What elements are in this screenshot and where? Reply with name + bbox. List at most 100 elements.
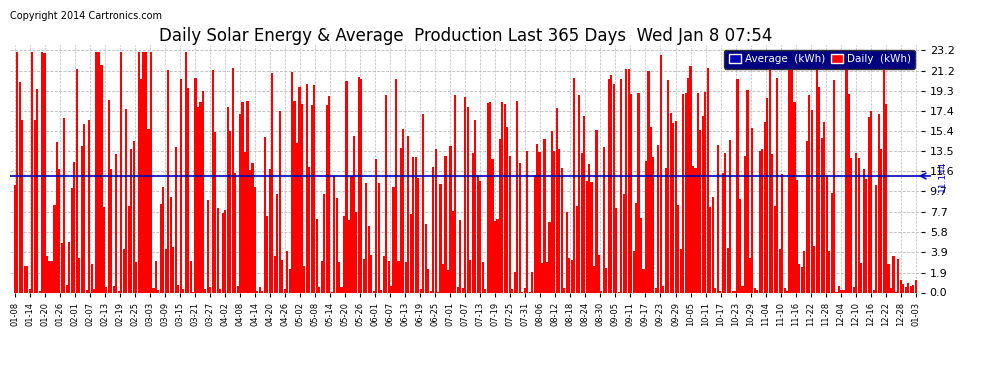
Bar bbox=[360, 79, 362, 292]
Bar bbox=[49, 261, 50, 292]
Bar bbox=[590, 182, 593, 292]
Bar bbox=[88, 120, 90, 292]
Bar bbox=[189, 261, 192, 292]
Bar bbox=[350, 177, 352, 292]
Bar bbox=[395, 80, 397, 292]
Bar bbox=[60, 243, 63, 292]
Bar bbox=[583, 116, 585, 292]
Bar bbox=[276, 194, 278, 292]
Bar bbox=[154, 261, 157, 292]
Bar bbox=[511, 289, 514, 292]
Bar bbox=[110, 169, 113, 292]
Bar bbox=[847, 93, 850, 292]
Bar bbox=[70, 188, 73, 292]
Bar bbox=[662, 286, 664, 292]
Bar bbox=[152, 288, 154, 292]
Bar bbox=[73, 162, 75, 292]
Bar bbox=[704, 92, 707, 292]
Bar bbox=[207, 200, 209, 292]
Bar bbox=[826, 175, 828, 292]
Bar bbox=[743, 156, 746, 292]
Bar bbox=[239, 114, 242, 292]
Bar bbox=[301, 104, 303, 292]
Bar bbox=[164, 249, 167, 292]
Bar bbox=[722, 173, 724, 292]
Bar bbox=[717, 145, 719, 292]
Bar bbox=[432, 167, 435, 292]
Bar bbox=[184, 52, 187, 292]
Bar bbox=[841, 290, 842, 292]
Bar bbox=[531, 272, 534, 292]
Bar bbox=[821, 138, 823, 292]
Bar bbox=[202, 92, 204, 292]
Text: Copyright 2014 Cartronics.com: Copyright 2014 Cartronics.com bbox=[10, 11, 162, 21]
Bar bbox=[19, 82, 21, 292]
Bar bbox=[372, 291, 375, 292]
Bar bbox=[613, 84, 615, 292]
Bar bbox=[484, 289, 486, 292]
Bar bbox=[742, 286, 743, 292]
Bar bbox=[118, 291, 120, 292]
Bar bbox=[382, 256, 385, 292]
Bar bbox=[628, 69, 630, 292]
Bar bbox=[778, 249, 781, 292]
Bar bbox=[496, 219, 499, 292]
Bar bbox=[422, 114, 425, 292]
Bar bbox=[108, 100, 110, 292]
Bar bbox=[105, 287, 108, 292]
Bar bbox=[791, 64, 793, 292]
Bar bbox=[842, 290, 845, 292]
Bar bbox=[412, 157, 415, 292]
Bar bbox=[402, 129, 405, 292]
Bar bbox=[380, 290, 382, 292]
Bar bbox=[905, 287, 907, 292]
Bar bbox=[313, 85, 316, 292]
Bar bbox=[865, 179, 867, 292]
Bar bbox=[644, 161, 647, 292]
Bar bbox=[248, 170, 251, 292]
Bar bbox=[273, 256, 276, 292]
Bar bbox=[588, 164, 590, 292]
Bar bbox=[125, 108, 128, 292]
Bar bbox=[783, 288, 786, 292]
Bar bbox=[407, 136, 410, 292]
Bar bbox=[692, 166, 694, 292]
Bar bbox=[466, 107, 469, 292]
Bar bbox=[194, 78, 197, 292]
Bar bbox=[204, 289, 207, 292]
Bar bbox=[14, 185, 16, 292]
Bar bbox=[16, 52, 19, 292]
Bar bbox=[288, 270, 291, 292]
Bar bbox=[524, 288, 526, 292]
Bar bbox=[442, 264, 445, 292]
Bar bbox=[633, 251, 635, 292]
Bar bbox=[135, 262, 138, 292]
Bar bbox=[758, 152, 761, 292]
Bar bbox=[387, 261, 390, 292]
Bar bbox=[615, 208, 618, 292]
Bar bbox=[699, 130, 702, 292]
Bar bbox=[494, 221, 496, 292]
Bar bbox=[776, 78, 778, 292]
Bar bbox=[338, 262, 341, 292]
Bar bbox=[212, 70, 214, 292]
Bar bbox=[910, 286, 912, 292]
Bar bbox=[469, 260, 471, 292]
Bar bbox=[882, 52, 885, 292]
Bar bbox=[50, 261, 53, 292]
Bar bbox=[845, 52, 847, 292]
Bar bbox=[652, 157, 654, 292]
Bar bbox=[278, 111, 281, 292]
Bar bbox=[286, 251, 288, 292]
Bar bbox=[377, 183, 380, 292]
Bar bbox=[169, 197, 172, 292]
Bar bbox=[133, 141, 135, 292]
Bar bbox=[669, 113, 672, 292]
Bar bbox=[367, 226, 370, 292]
Bar bbox=[130, 148, 133, 292]
Bar bbox=[237, 286, 239, 292]
Bar bbox=[446, 270, 449, 292]
Bar bbox=[390, 286, 392, 292]
Bar bbox=[167, 69, 169, 292]
Bar bbox=[44, 53, 46, 292]
